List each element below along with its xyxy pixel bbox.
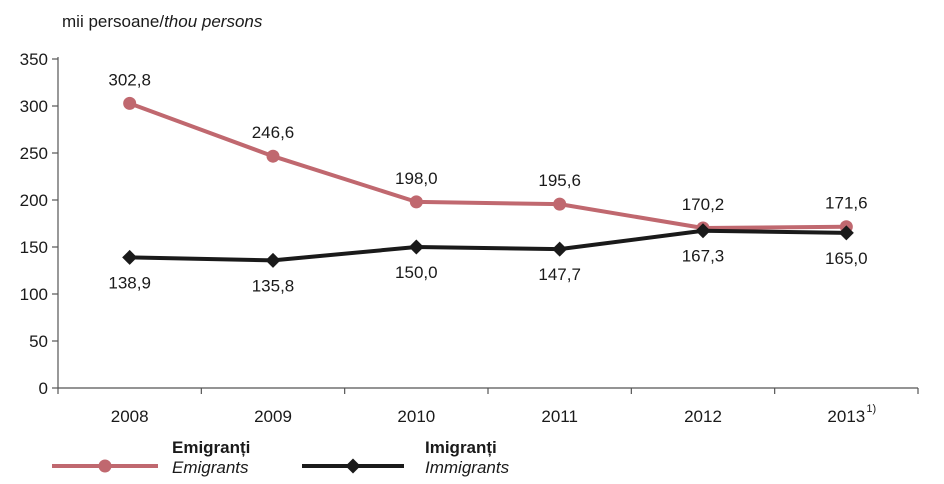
legend-icons [52, 458, 404, 474]
y-tick-label: 0 [39, 379, 48, 398]
x-tick-label: 2010 [397, 407, 435, 426]
y-tick-label: 250 [20, 144, 48, 163]
data-point-emigrants [266, 149, 280, 163]
data-label-emigrants: 302,8 [108, 70, 151, 89]
unit-label-en: thou persons [164, 12, 263, 31]
data-point-immigrants [838, 225, 854, 241]
data-point-immigrants [695, 223, 711, 239]
data-label-emigrants: 198,0 [395, 169, 438, 188]
chart-axes: 0 50 100 150 200 250 300 350 2008 2009 2010 2011 201… [20, 50, 919, 426]
data-label-immigrants: 147,7 [538, 265, 581, 284]
legend-label-immigrants: Imigranți Immigrants [425, 438, 509, 478]
legend-emigrants-en: Emigrants [172, 458, 249, 477]
y-tick-label: 200 [20, 191, 48, 210]
data-point-immigrants [552, 241, 568, 257]
y-tick-label: 350 [20, 50, 48, 69]
y-tick-label: 100 [20, 285, 48, 304]
unit-label-ro: mii persoane/ [62, 12, 165, 31]
data-label-immigrants: 138,9 [108, 273, 151, 292]
legend-immigrants-en: Immigrants [425, 458, 510, 477]
data-label-emigrants: 195,6 [538, 171, 581, 190]
data-label-emigrants: 170,2 [682, 195, 725, 214]
y-tick-label: 150 [20, 238, 48, 257]
data-point-immigrants [122, 249, 138, 265]
series-line-immigrants [129, 228, 847, 263]
data-label-immigrants: 150,0 [395, 263, 438, 282]
x-tick-footnote: 1) [866, 403, 876, 415]
legend-emigrants-ro: Emigranți [172, 438, 251, 457]
data-point-emigrants [123, 96, 137, 110]
y-tick-label: 300 [20, 97, 48, 116]
unit-label: mii persoane/thou persons [62, 12, 262, 32]
data-label-emigrants: 246,6 [252, 123, 295, 142]
legend-marker-emigrants [98, 459, 112, 473]
x-tick-label: 2013 [827, 407, 865, 426]
legend: Emigranți Emigrants Imigranți Immigrants [0, 438, 944, 484]
legend-immigrants-ro: Imigranți [425, 438, 497, 457]
data-point-immigrants [265, 252, 281, 268]
data-label-immigrants: 165,0 [825, 249, 868, 268]
y-tick-label: 50 [29, 332, 48, 351]
legend-marker-immigrants [345, 458, 361, 474]
series-line-emigrants [128, 101, 847, 231]
data-point-emigrants [553, 197, 567, 211]
legend-label-emigrants: Emigranți Emigrants [172, 438, 250, 478]
x-tick-label: 2012 [684, 407, 722, 426]
data-point-immigrants [408, 239, 424, 255]
data-label-immigrants: 167,3 [682, 247, 725, 266]
data-label-emigrants: 171,6 [825, 194, 868, 213]
x-tick-label: 2011 [541, 407, 578, 426]
data-labels: 302,8 246,6 198,0 195,6 170,2 171,6 138,9 135,8… [108, 70, 867, 295]
x-tick-label: 2008 [111, 407, 149, 426]
x-tick-label: 2009 [254, 407, 292, 426]
chart-series [122, 96, 854, 268]
data-label-immigrants: 135,8 [252, 276, 295, 295]
data-point-emigrants [409, 195, 423, 209]
